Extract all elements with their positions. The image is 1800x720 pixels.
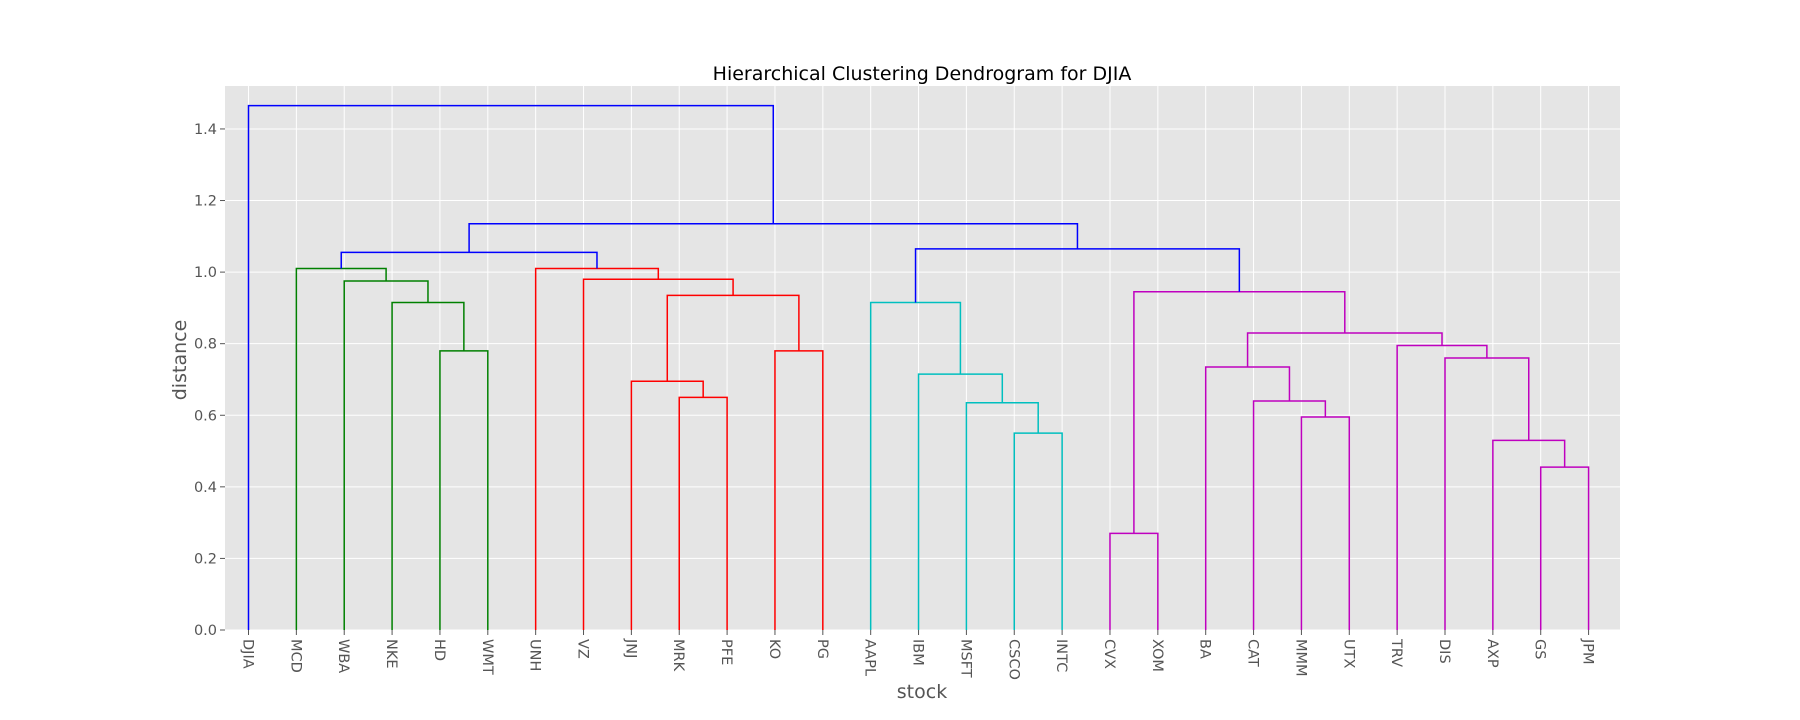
- x-axis: DJIA MCD WBA NKE HD WMT UNH VZ JNJ MRK PFE KO PG AAPL…: [240, 630, 1596, 680]
- leaf-label-gs: GS: [1532, 639, 1548, 659]
- y-axis: 0.0 0.2 0.4 0.6 0.8 1.0 1.2 1.4: [194, 122, 225, 639]
- y-gridlines: [225, 128, 1620, 631]
- leaf-label-pg: PG: [814, 639, 830, 659]
- dendrogram-link: [1492, 439, 1566, 630]
- leaf-label-djia: DJIA: [240, 639, 256, 669]
- leaf-label-vz: VZ: [575, 639, 591, 659]
- y-tick-label: 0.8: [194, 337, 217, 353]
- dendrogram-link: [1396, 344, 1488, 630]
- leaf-label-mmm: MMM: [1292, 639, 1308, 677]
- leaf-label-dis: DIS: [1436, 639, 1452, 664]
- y-tick-label: 1.0: [194, 265, 217, 281]
- y-axis-label: distance: [169, 320, 191, 401]
- dendrogram-link: [247, 104, 775, 630]
- chart-title: Hierarchical Clustering Dendrogram for D…: [713, 63, 1132, 85]
- leaf-label-jpm: JPM: [1580, 638, 1596, 665]
- y-tick-label: 0.2: [194, 551, 217, 567]
- y-tick-label: 0.4: [194, 480, 217, 496]
- y-tick-label: 0.6: [194, 408, 217, 424]
- leaf-label-nke: NKE: [383, 639, 399, 669]
- leaf-label-aapl: AAPL: [862, 639, 878, 676]
- leaf-label-mrk: MRK: [670, 639, 686, 672]
- leaf-label-mcd: MCD: [287, 639, 303, 673]
- leaf-label-pfe: PFE: [718, 639, 734, 665]
- leaf-label-hd: HD: [431, 639, 447, 661]
- leaf-label-cat: CAT: [1245, 639, 1261, 667]
- plot-background: [225, 86, 1620, 630]
- leaf-label-utx: UTX: [1340, 639, 1356, 668]
- leaf-label-ibm: IBM: [910, 639, 926, 666]
- leaf-label-wba: WBA: [335, 639, 351, 673]
- dendrogram-link: [1300, 416, 1351, 630]
- dendrogram-link: [965, 401, 1039, 630]
- leaf-label-ba: BA: [1197, 639, 1213, 659]
- leaf-label-msft: MSFT: [957, 639, 973, 678]
- dendrogram-link: [343, 280, 429, 630]
- leaf-label-unh: UNH: [527, 639, 543, 671]
- leaf-label-intc: INTC: [1053, 639, 1069, 672]
- leaf-label-jnj: JNJ: [622, 638, 638, 658]
- leaf-label-ko: KO: [766, 639, 782, 659]
- y-tick-label: 0.0: [194, 623, 217, 639]
- leaf-label-trv: TRV: [1388, 638, 1404, 667]
- leaf-label-cvx: CVX: [1101, 639, 1117, 669]
- dendrogram-links: [247, 104, 1590, 630]
- y-tick-label: 1.2: [194, 194, 217, 210]
- dendrogram-link: [1013, 432, 1063, 630]
- leaf-label-wmt: WMT: [479, 639, 495, 675]
- leaf-label-axp: AXP: [1484, 639, 1500, 668]
- leaf-label-csco: CSCO: [1005, 639, 1021, 680]
- y-tick-label: 1.4: [194, 122, 217, 138]
- x-axis-label: stock: [897, 681, 947, 703]
- dendrogram-link: [1539, 466, 1590, 630]
- leaf-label-xom: XOM: [1149, 639, 1165, 672]
